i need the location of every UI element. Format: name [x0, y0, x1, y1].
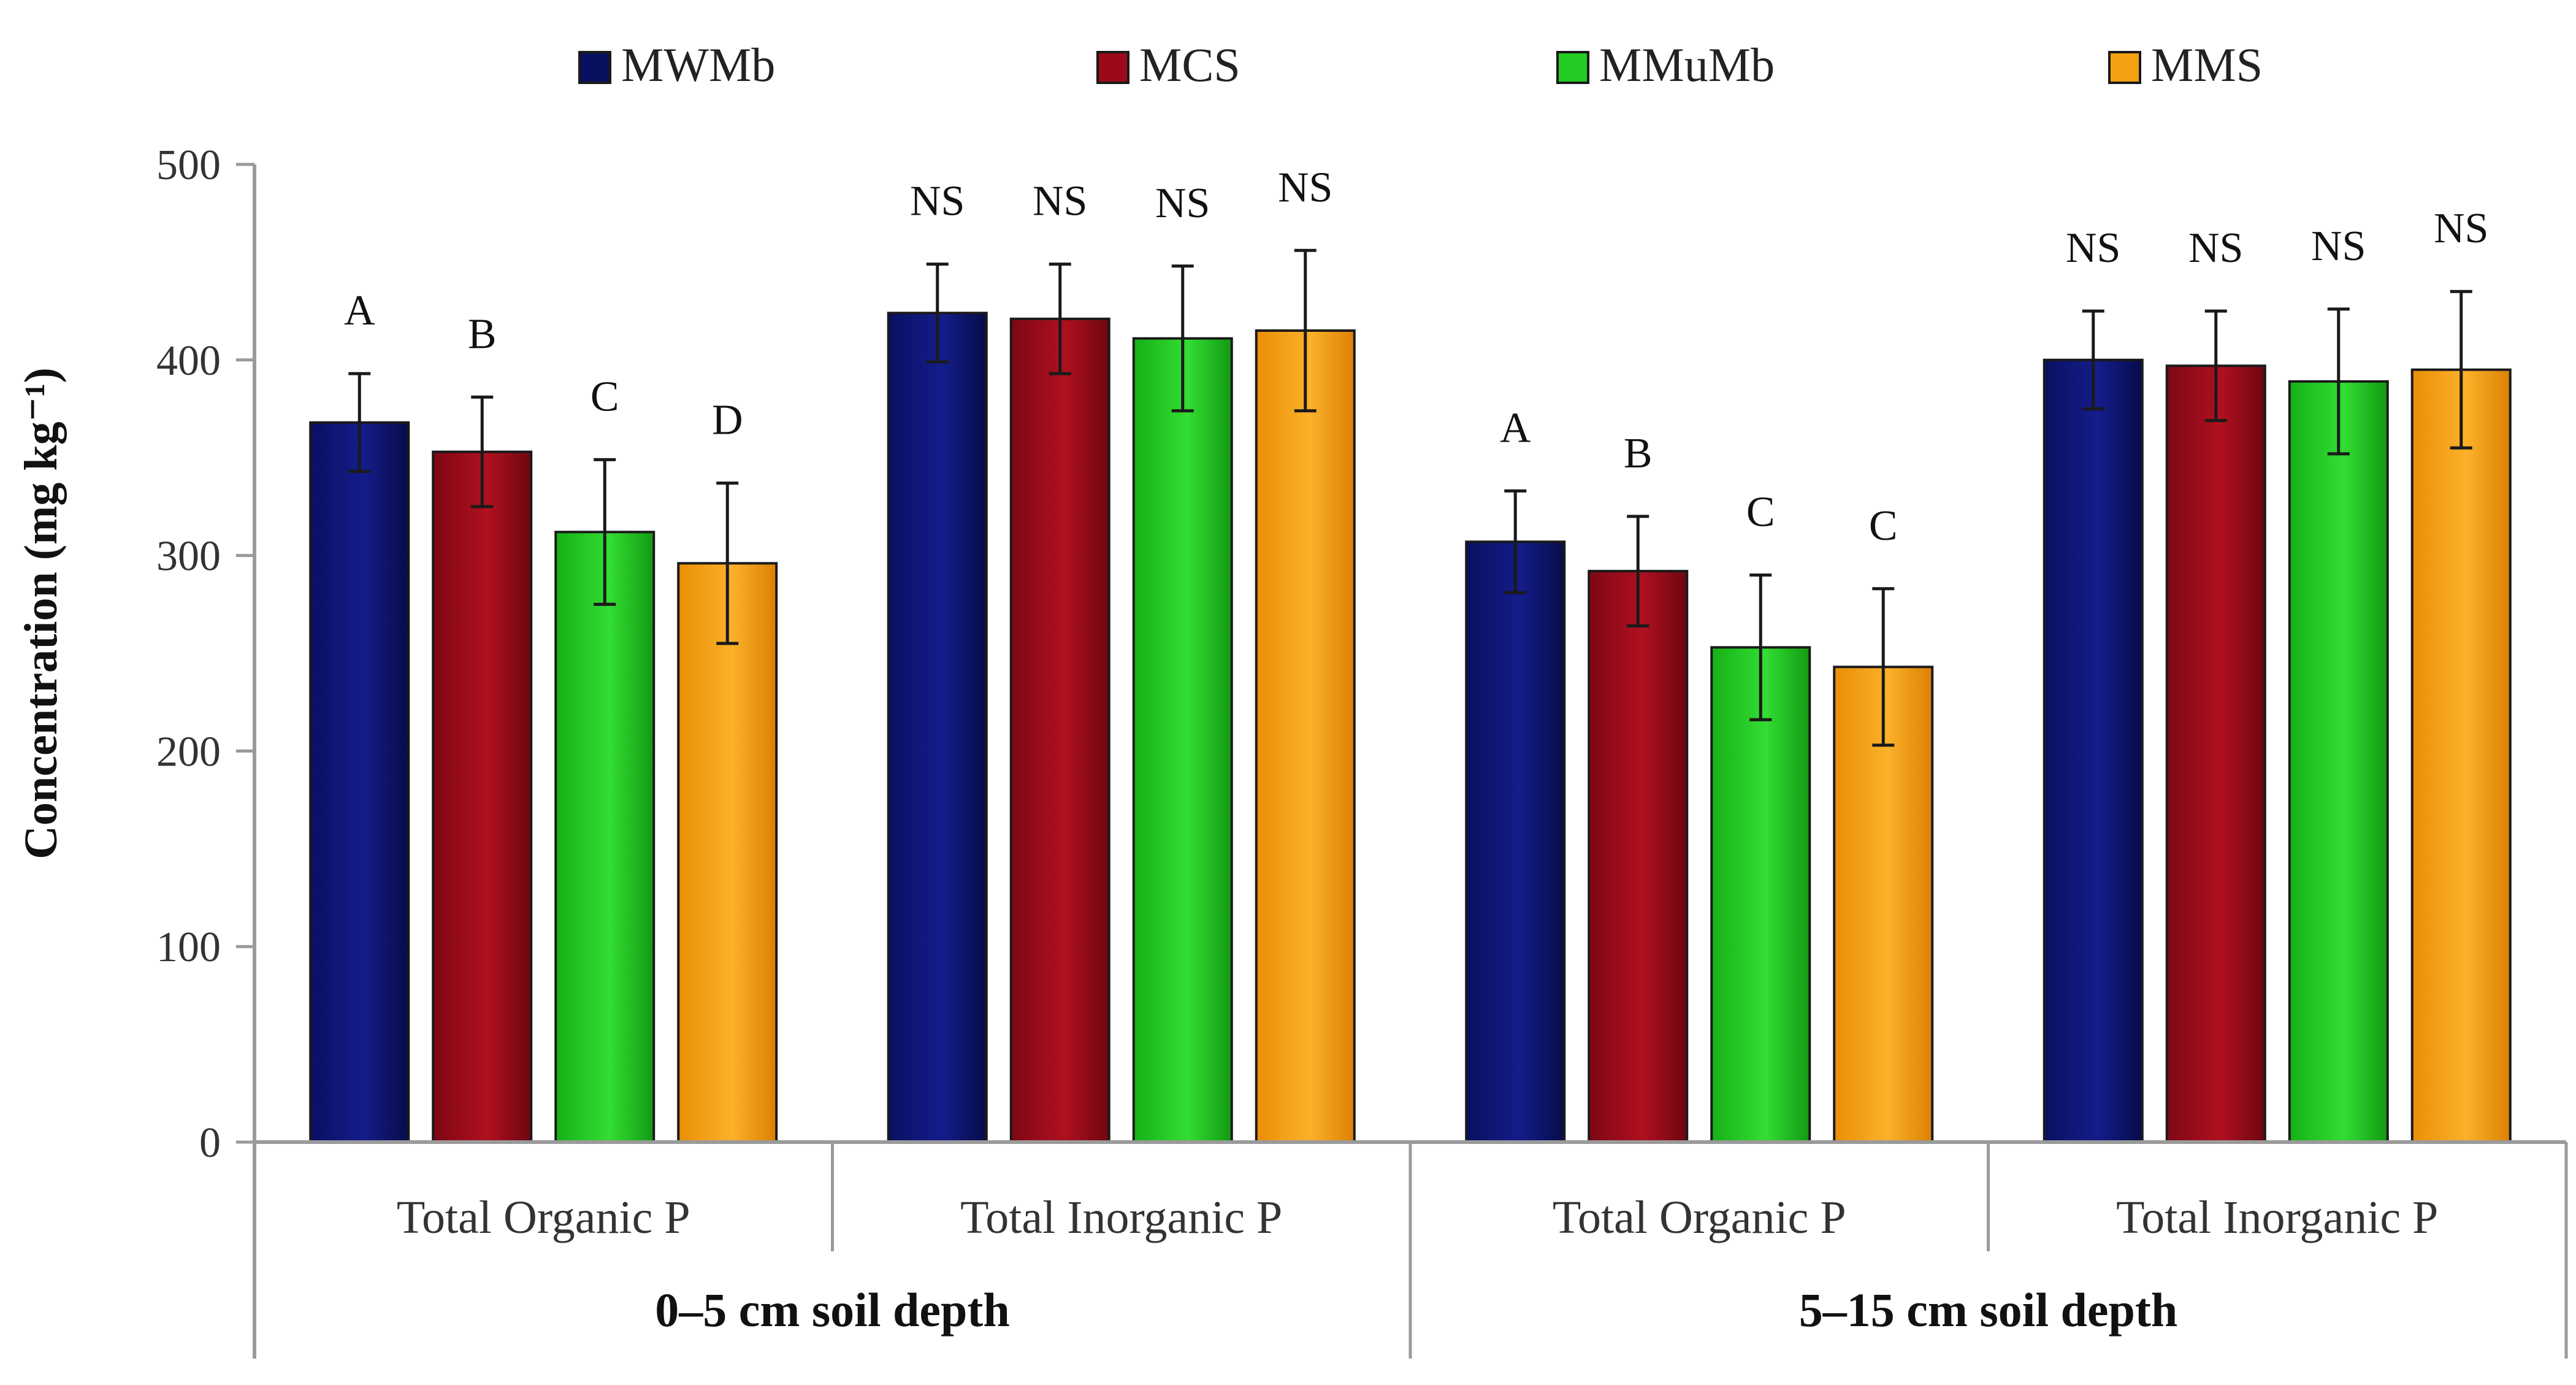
legend-label: MWMb: [621, 38, 775, 91]
y-tick-label: 0: [199, 1119, 221, 1167]
significance-label: B: [468, 310, 497, 358]
y-tick-label: 500: [156, 142, 221, 189]
category-label: Total Organic P: [1553, 1192, 1846, 1243]
significance-label: NS: [1033, 178, 1087, 225]
category-label: Total Organic P: [397, 1192, 690, 1243]
group-label: 0–5 cm soil depth: [655, 1283, 1010, 1337]
significance-label: C: [1869, 502, 1898, 550]
significance-label: B: [1624, 430, 1653, 477]
significance-label: A: [344, 287, 375, 334]
bar-mmumb: [554, 531, 655, 1143]
y-tick-label: 400: [156, 337, 221, 385]
legend-swatch: [2108, 51, 2141, 84]
legend-label: MCS: [1139, 38, 1240, 91]
significance-label: C: [1746, 488, 1775, 535]
significance-label: NS: [2066, 224, 2120, 272]
category-label: Total Inorganic P: [960, 1192, 1282, 1243]
bar-mwmb: [309, 421, 410, 1143]
bar-mwmb: [1465, 540, 1566, 1143]
y-tick-label: 300: [156, 533, 221, 580]
bar-mcs: [1009, 317, 1110, 1143]
bar-mwmb: [887, 312, 988, 1144]
legend-swatch: [1556, 51, 1589, 84]
bar-mms: [2410, 368, 2512, 1143]
bar-mcs: [2165, 364, 2266, 1143]
significance-label: NS: [2434, 205, 2488, 252]
bar-mmumb: [2288, 380, 2389, 1143]
significance-label: C: [590, 373, 619, 420]
significance-label: NS: [2188, 224, 2243, 272]
bar-mcs: [432, 450, 533, 1143]
bar-mmumb: [1710, 646, 1811, 1144]
significance-label: NS: [1278, 164, 1332, 211]
significance-label: NS: [910, 178, 965, 225]
bar-mwmb: [2043, 358, 2144, 1143]
category-label: Total Inorganic P: [2116, 1192, 2438, 1243]
significance-label: NS: [2311, 223, 2366, 270]
y-axis: 0 100 200 300 400 500: [156, 142, 256, 1359]
x-axis: Total Organic P Total Inorganic P Total Or…: [254, 1140, 2568, 1359]
legend-swatch: [578, 51, 611, 84]
bar-mcs: [1588, 570, 1689, 1143]
y-tick-label: 100: [156, 924, 221, 971]
significance-label: NS: [1155, 180, 1210, 227]
legend-swatch: [1096, 51, 1129, 84]
bar-mmumb: [1132, 337, 1233, 1143]
legend-label: MMS: [2151, 38, 2263, 91]
bar-mms: [677, 562, 778, 1143]
group-label: 5–15 cm soil depth: [1799, 1283, 2178, 1337]
legend-label: MMuMb: [1599, 38, 1775, 91]
significance-label: D: [712, 397, 743, 444]
bars-layer: A B C D NS NS NS NS A B C C NS NS NS NS: [309, 164, 2512, 1144]
significance-label: A: [1500, 404, 1531, 451]
bar-mms: [1255, 329, 1356, 1143]
legend: MWMb MCS MMuMb MMS: [578, 38, 2263, 91]
y-tick-label: 200: [156, 728, 221, 775]
y-axis-label: Concentration (mg kg⁻¹): [15, 367, 67, 859]
